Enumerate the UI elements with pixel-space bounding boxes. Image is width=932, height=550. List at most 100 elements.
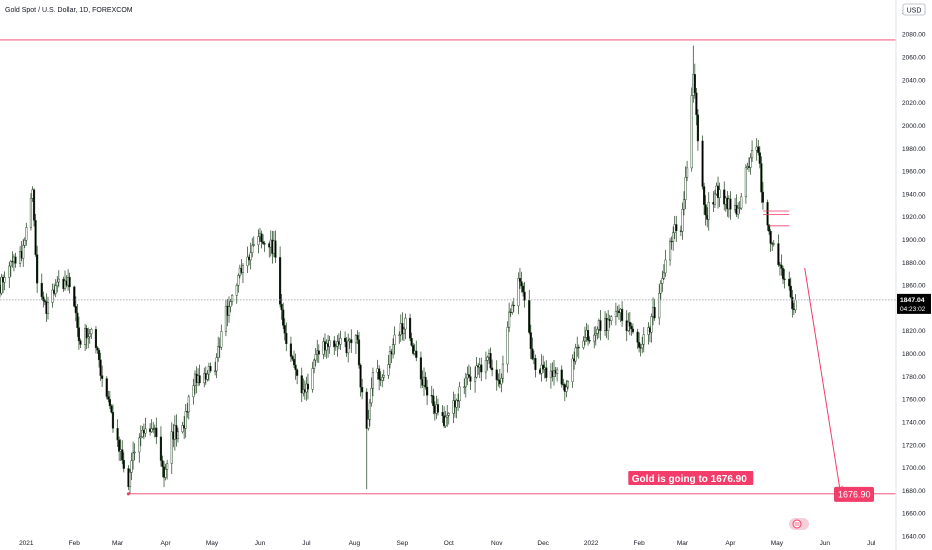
candle-up: [314, 354, 317, 361]
candle-up: [368, 402, 371, 420]
x-tick-label: Aug: [349, 540, 361, 547]
candle-down: [531, 348, 534, 360]
candle-up: [718, 189, 721, 198]
candle-down: [789, 285, 792, 298]
candle-down: [294, 364, 297, 371]
price-axis[interactable]: 1640.00 1660.00 1680.00 1700.00 1720.00 1740.…: [902, 9, 926, 541]
candle-down: [161, 460, 164, 468]
candle-down: [105, 378, 108, 397]
candle-down: [415, 350, 418, 358]
candle-down: [152, 428, 155, 430]
candle-up: [582, 340, 585, 348]
x-tick-label: 2021: [19, 540, 34, 547]
candle-up: [25, 227, 28, 241]
annotation-callout[interactable]: Gold is going to 1676.90: [628, 470, 754, 485]
candle-down: [480, 364, 483, 373]
candle-up: [214, 370, 217, 372]
y-tick-label: 1720.00: [902, 442, 926, 449]
candle-up: [0, 276, 3, 294]
candle-up: [501, 363, 505, 379]
candle-up: [517, 278, 520, 307]
candle-up: [387, 364, 390, 376]
candle-down: [118, 439, 121, 452]
candle-up: [192, 385, 195, 398]
candle-down: [292, 358, 296, 366]
candle-up: [506, 327, 509, 365]
y-tick-label: 1860.00: [902, 283, 926, 290]
flag-icon[interactable]: [789, 518, 809, 530]
candle-down: [521, 285, 525, 293]
candle-down: [534, 358, 537, 370]
candle-up: [249, 252, 252, 261]
candle-up: [642, 334, 645, 345]
currency-label: USD: [907, 8, 922, 15]
candle-up: [220, 331, 223, 348]
candle-down: [280, 303, 283, 311]
y-tick-label: 1700.00: [902, 465, 926, 472]
candle-up: [334, 345, 337, 348]
candle-down: [577, 346, 580, 349]
candle-up: [455, 400, 458, 408]
candle-up: [627, 321, 630, 332]
candle-up: [713, 193, 717, 205]
candle-up: [610, 316, 613, 321]
current-price-label[interactable]: 1847.04 04:23:02: [897, 293, 931, 314]
candle-down: [209, 366, 212, 372]
candle-down: [261, 241, 265, 244]
candle-up: [231, 295, 234, 302]
candle-down: [636, 331, 639, 343]
candle-up: [252, 244, 255, 246]
candle-up: [170, 431, 173, 464]
candle-up: [772, 243, 775, 245]
candle-down: [791, 296, 794, 310]
candle-down: [621, 309, 624, 321]
candle-up: [9, 261, 12, 267]
candle-up: [311, 368, 314, 390]
candle-down: [781, 268, 785, 280]
candle-down: [99, 359, 102, 376]
candle-down: [436, 404, 440, 413]
candle-up: [565, 386, 568, 392]
y-tick-label: 1800.00: [902, 351, 926, 358]
candle-up: [794, 299, 797, 311]
candle-up: [668, 240, 672, 261]
candle-down: [97, 349, 101, 361]
candle-down: [560, 369, 563, 385]
candle-down: [542, 364, 545, 370]
candle-down: [73, 286, 76, 307]
candle-up: [740, 196, 743, 209]
x-tick-label: Sep: [397, 540, 409, 547]
candle-up: [217, 346, 220, 358]
candle-up: [511, 304, 514, 313]
support-anchor[interactable]: [126, 492, 131, 496]
y-tick-label: 1940.00: [902, 191, 926, 198]
candle-up: [325, 343, 328, 351]
candle-up: [251, 245, 254, 253]
candle-down: [357, 339, 361, 366]
candle-down: [274, 240, 277, 258]
x-tick-label: Jul: [302, 540, 311, 547]
candle-up: [650, 316, 653, 333]
candle-up: [751, 150, 754, 159]
candle-down: [489, 353, 492, 369]
x-tick-label: May: [206, 540, 219, 547]
candle-down: [289, 343, 293, 357]
candle-up: [130, 460, 133, 473]
currency-badge[interactable]: USD: [902, 3, 926, 16]
countdown-value: 04:23:02: [900, 306, 926, 313]
annotation-text: Gold is going to 1676.90: [632, 474, 747, 485]
candle-down: [79, 340, 82, 345]
candle-up: [749, 157, 752, 168]
candle-up: [684, 177, 687, 200]
candle-down: [491, 367, 494, 371]
candle-down: [628, 321, 631, 327]
candle-down: [520, 281, 523, 287]
candle-up: [347, 340, 350, 354]
candle-up: [388, 351, 392, 365]
projection-arrow[interactable]: [804, 267, 841, 492]
candle-down: [122, 460, 125, 469]
time-axis[interactable]: 2021 Feb Mar Apr May Jun Jul Aug Sep Oct Nov Dec 202…: [19, 540, 876, 547]
candle-up: [367, 419, 370, 429]
target-price-label[interactable]: 1676.90: [834, 486, 874, 502]
